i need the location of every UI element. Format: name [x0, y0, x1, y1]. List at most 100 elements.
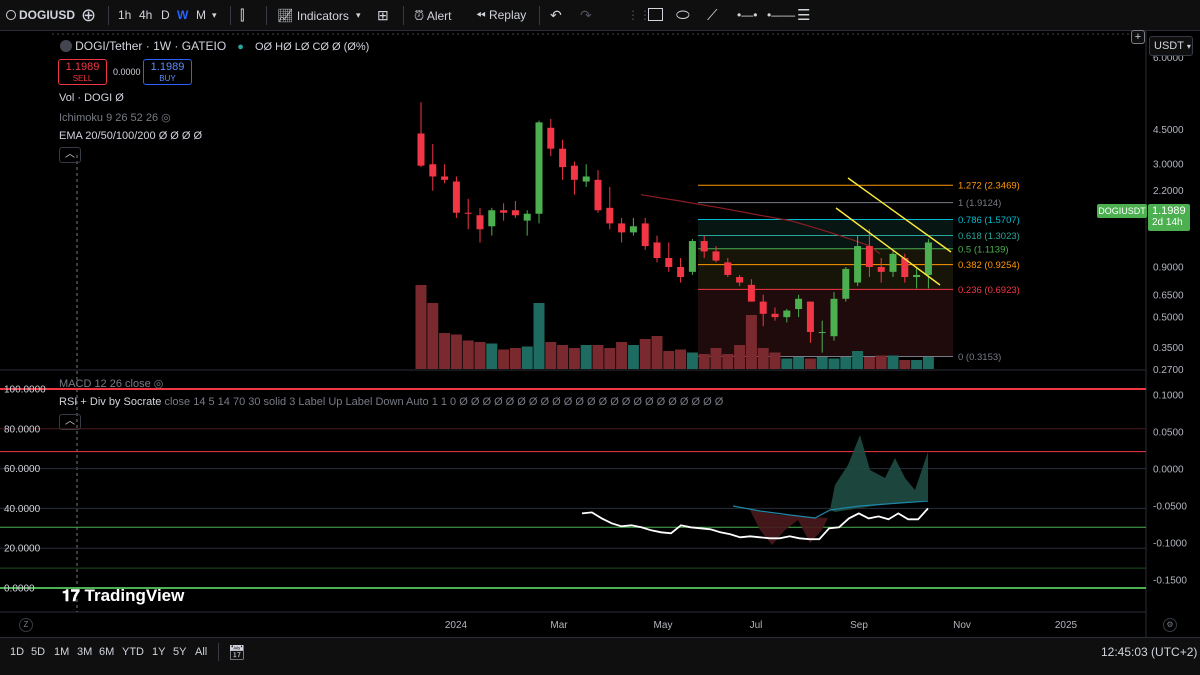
candle-body — [924, 242, 932, 275]
interval-w[interactable]: W — [177, 8, 189, 22]
volume-bar — [722, 354, 734, 369]
drag-handle-icon[interactable]: ⋮⋮ — [627, 8, 651, 22]
buy-button[interactable]: 1.1989 BUY — [143, 59, 192, 85]
currency-select[interactable]: USDT ▾ — [1149, 36, 1193, 56]
range-6m[interactable]: 6M — [99, 646, 115, 658]
volume-bar — [781, 358, 793, 369]
interval-1h[interactable]: 1h — [118, 8, 132, 22]
range-1y[interactable]: 1Y — [152, 646, 166, 658]
volume-bar — [828, 358, 840, 369]
alarm-clock-icon: ⏰︎ — [414, 8, 425, 23]
rectangle-tool-icon[interactable] — [648, 0, 663, 31]
interval-d[interactable]: D — [161, 8, 170, 22]
volume-bar — [769, 352, 781, 369]
range-1d[interactable]: 1D — [10, 646, 25, 658]
candle-body — [618, 223, 626, 233]
candle-body — [771, 313, 779, 318]
range-all[interactable]: All — [195, 646, 208, 658]
symbol-search[interactable]: DOGIUSD — [6, 0, 75, 31]
replay-button[interactable]: ⏪︎ Replay — [476, 0, 526, 31]
candle-body — [865, 246, 873, 267]
symbol-label: DOGIUSD — [19, 8, 76, 22]
moving-average — [640, 194, 881, 255]
last-price: 1.1989 — [1152, 205, 1186, 217]
trendline-tool-icon[interactable]: ⟋ — [707, 7, 718, 24]
volume-bar — [863, 357, 875, 369]
candle-type-icon[interactable]: ⫿ — [240, 7, 245, 23]
hidden-eye-icon[interactable]: ◎ — [153, 378, 164, 390]
chevron-down-icon[interactable]: ▾ — [212, 10, 217, 20]
candle-body — [559, 148, 567, 168]
candle-body — [688, 241, 696, 272]
add-symbol-icon[interactable]: ⊕ — [81, 5, 97, 25]
currency-label: USDT — [1154, 40, 1184, 52]
candle-countdown: 2d 14h — [1152, 217, 1183, 228]
volume-bar — [757, 348, 769, 369]
range-5d[interactable]: 5D — [31, 646, 46, 658]
macd-legend: MACD 12 26 close ◎ — [59, 377, 163, 390]
ellipse-tool-icon[interactable]: ⬭ — [676, 7, 690, 24]
clock[interactable]: 12:45:03 (UTC+2) — [1101, 645, 1198, 659]
price-chart[interactable]: 1.272 (2.3469) 1 (1.9124) 0.786 (1.5707) 0.… — [0, 31, 1200, 637]
range-ytd[interactable]: YTD — [122, 646, 144, 658]
spread: 0.0000 — [113, 67, 141, 77]
horizontal-line-icon[interactable]: •—— — [767, 8, 796, 22]
chevron-down-icon[interactable]: ▾ — [356, 10, 361, 20]
ray-tool-icon[interactable]: •—• — [737, 8, 758, 22]
candle-body — [464, 212, 472, 214]
candle-body — [759, 301, 767, 314]
candle-body — [665, 258, 673, 267]
collapse-osc-legend-button[interactable]: ︿ — [59, 414, 81, 430]
hidden-eye-icon[interactable]: ◎ — [161, 112, 171, 124]
candle-body — [724, 262, 732, 275]
undo-icon[interactable]: ↶ — [550, 7, 562, 23]
alert-button[interactable]: ⏰︎ Alert — [414, 0, 452, 31]
osc-left-tick-label: 60.0000 — [4, 464, 41, 475]
time-tick-label: 2024 — [445, 620, 468, 631]
volume-bar — [875, 355, 887, 369]
osc-left-tick-label: 40.0000 — [4, 504, 41, 515]
sell-button[interactable]: 1.1989 SELL — [58, 59, 107, 85]
settings-icon[interactable]: ⚙ — [1163, 618, 1177, 632]
range-1m[interactable]: 1M — [54, 646, 70, 658]
rsi-line — [581, 507, 929, 541]
range-3m[interactable]: 3M — [77, 646, 93, 658]
layouts-icon[interactable]: ⊞ — [377, 7, 389, 23]
plus-icon[interactable]: + — [1131, 30, 1145, 44]
ema-legend: EMA 20/50/100/200 Ø Ø Ø Ø — [59, 130, 203, 142]
interval-m[interactable]: M — [196, 8, 206, 22]
time-tick-label: 2025 — [1055, 620, 1078, 631]
candle-body — [818, 332, 826, 334]
price-tick-label: 0.2700 — [1153, 365, 1184, 376]
interval-4h[interactable]: 4h — [139, 8, 153, 22]
grid — [0, 31, 1147, 637]
calendar-icon[interactable]: 📅︎ — [228, 644, 246, 660]
candle-body — [747, 284, 755, 302]
candle-body — [570, 165, 578, 180]
collapse-legend-button[interactable]: ︿ — [59, 147, 81, 163]
indicators-button[interactable]: 📈︎ Indicators — [277, 0, 349, 31]
volume-bar — [557, 345, 569, 369]
volume-bar — [545, 342, 557, 369]
redo-icon[interactable]: ↷ — [580, 7, 592, 23]
candle-body — [901, 258, 909, 278]
volume-bars — [415, 285, 934, 369]
candle-body — [417, 133, 425, 166]
status-dot: ● — [237, 41, 244, 53]
tradingview-logo-icon: 𝟏𝟕 — [62, 588, 80, 605]
volume-bar — [840, 357, 852, 369]
zoom-icon[interactable]: Z — [19, 618, 33, 632]
volume-bar — [627, 345, 639, 369]
candle-body — [441, 176, 449, 180]
volume-bar — [686, 352, 698, 369]
bullish-cloud — [830, 435, 928, 512]
range-5y[interactable]: 5Y — [173, 646, 187, 658]
osc-left-tick-label: 80.0000 — [4, 424, 41, 435]
fib-retracement: 1.272 (2.3469) 1 (1.9124) 0.786 (1.5707) 0.… — [698, 181, 1020, 363]
candle-body — [500, 210, 508, 213]
volume-bar — [521, 346, 533, 369]
fib-tool-icon[interactable]: ☰ — [797, 7, 811, 24]
candle-body — [677, 266, 685, 278]
candle-body — [712, 251, 720, 261]
price-tick-label: 4.5000 — [1153, 125, 1184, 136]
